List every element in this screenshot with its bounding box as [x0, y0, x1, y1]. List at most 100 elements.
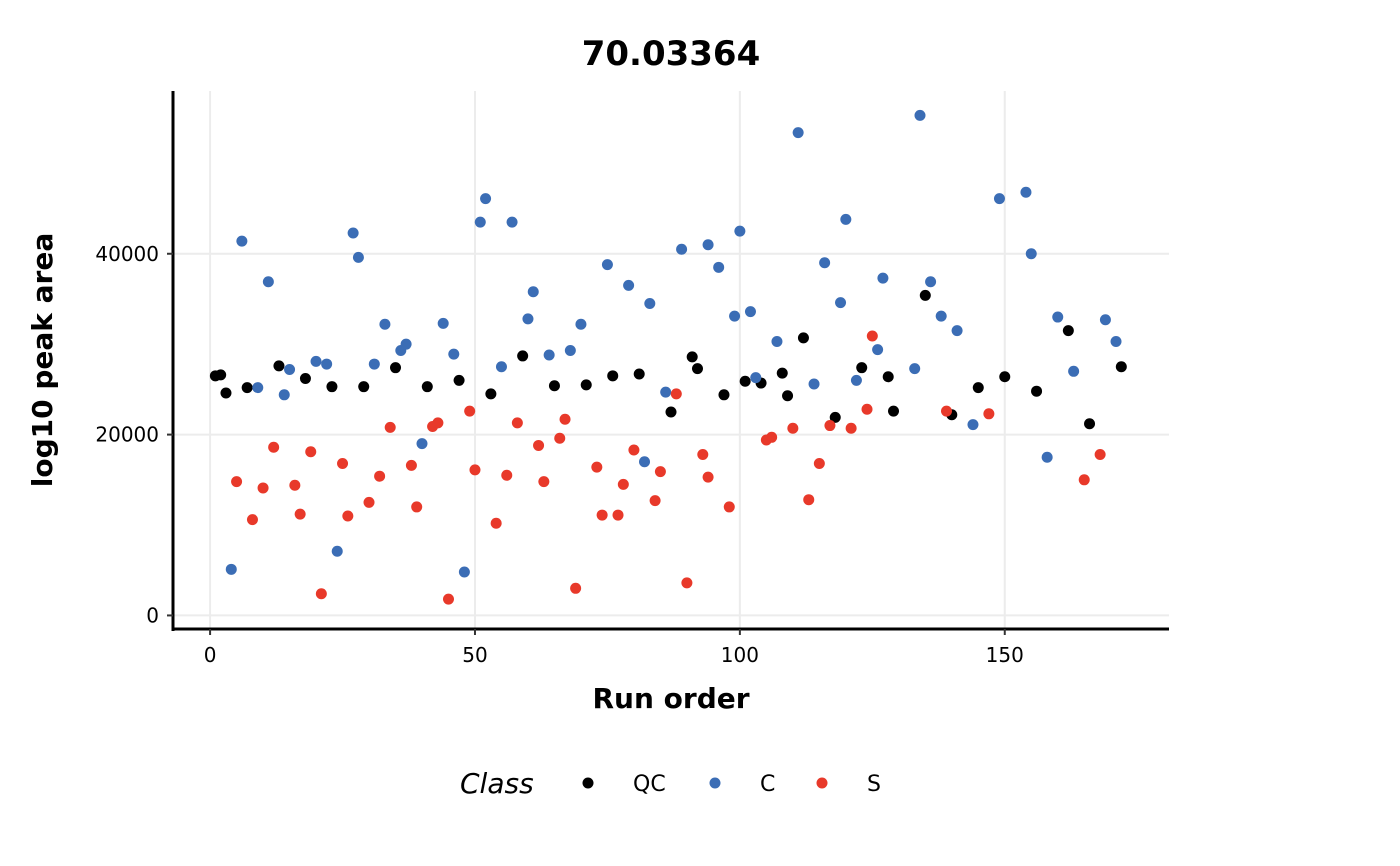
data-point-s: [845, 422, 857, 434]
legend-label-s: S: [867, 772, 881, 797]
data-point-s: [337, 458, 349, 470]
data-point-c: [236, 235, 248, 247]
data-point-qc: [273, 360, 285, 372]
data-point-c: [914, 109, 926, 121]
data-point-s: [824, 420, 836, 432]
data-point-s: [411, 501, 423, 513]
data-point-s: [469, 464, 481, 476]
data-point-c: [644, 297, 656, 309]
data-point-c: [458, 566, 470, 578]
data-point-s: [246, 514, 258, 526]
y-axis-title: log10 peak area: [26, 233, 59, 487]
data-point-qc: [999, 371, 1011, 383]
data-point-s: [268, 441, 280, 453]
data-point-qc: [390, 362, 402, 374]
data-point-c: [808, 378, 820, 390]
data-point-s: [501, 469, 513, 481]
data-point-c: [564, 345, 576, 357]
legend-key-s: [816, 777, 828, 789]
data-point-s: [374, 470, 386, 482]
data-point-c: [993, 193, 1005, 205]
data-point-s: [464, 405, 476, 417]
data-point-c: [437, 317, 449, 329]
data-point-qc: [220, 387, 232, 399]
x-tick-label: 100: [721, 643, 759, 667]
data-point-c: [951, 325, 963, 337]
data-point-c: [1110, 335, 1122, 347]
data-point-qc: [580, 379, 592, 391]
data-point-qc: [1062, 325, 1074, 337]
data-point-qc: [607, 370, 619, 382]
data-point-c: [850, 374, 862, 386]
data-point-c: [480, 193, 492, 205]
data-point-c: [840, 213, 852, 225]
data-point-s: [787, 422, 799, 434]
data-point-qc: [517, 350, 529, 362]
data-point-c: [321, 358, 333, 370]
data-point-c: [750, 372, 762, 384]
data-point-c: [368, 358, 380, 370]
data-point-c: [400, 338, 412, 350]
data-point-qc: [776, 367, 788, 379]
data-point-c: [262, 276, 274, 288]
data-point-c: [310, 355, 322, 367]
data-point-qc: [856, 362, 868, 374]
data-point-c: [819, 257, 831, 269]
data-point-c: [935, 310, 947, 322]
y-tick-label: 40000: [95, 242, 159, 266]
data-point-c: [448, 348, 460, 360]
data-point-s: [538, 476, 550, 488]
data-point-c: [543, 349, 555, 361]
data-point-s: [596, 509, 608, 521]
data-point-s: [570, 582, 582, 594]
data-point-c: [734, 225, 746, 237]
data-point-qc: [485, 388, 497, 400]
legend: Class QC C S: [460, 767, 881, 800]
data-point-c: [347, 227, 359, 239]
data-point-qc: [882, 371, 894, 383]
legend-label-qc: QC: [633, 772, 666, 797]
data-point-c: [1099, 314, 1111, 326]
data-point-s: [363, 496, 375, 508]
data-point-c: [1052, 311, 1064, 323]
data-point-c: [506, 216, 518, 228]
data-point-s: [861, 403, 873, 415]
data-point-s: [405, 459, 417, 471]
data-point-qc: [739, 375, 751, 387]
data-point-qc: [888, 405, 900, 417]
data-point-qc: [1084, 418, 1096, 430]
data-point-c: [925, 276, 937, 288]
data-point-s: [554, 432, 566, 444]
data-point-s: [384, 421, 396, 433]
data-point-c: [792, 127, 804, 139]
data-point-c: [416, 438, 428, 450]
data-point-c: [660, 386, 672, 398]
data-point-c: [702, 239, 714, 251]
data-point-c: [284, 363, 296, 375]
legend-key-c: [709, 777, 721, 789]
data-point-s: [257, 482, 269, 494]
data-point-c: [575, 318, 587, 330]
data-point-c: [352, 251, 364, 263]
data-point-c: [1025, 248, 1037, 260]
data-point-s: [591, 461, 603, 473]
data-point-qc: [326, 381, 338, 393]
data-point-s: [511, 417, 523, 429]
data-point-c: [729, 310, 741, 322]
chart-title: 70.03364: [582, 34, 761, 74]
data-point-qc: [215, 369, 227, 381]
data-point-s: [654, 466, 666, 478]
x-tick-label: 150: [986, 643, 1024, 667]
data-point-s: [1094, 448, 1106, 460]
y-tick-label: 0: [146, 603, 159, 627]
data-point-c: [278, 389, 290, 401]
data-point-s: [670, 388, 682, 400]
data-point-qc: [829, 411, 841, 423]
data-point-c: [379, 318, 391, 330]
x-axis-title: Run order: [592, 682, 749, 715]
data-point-s: [628, 444, 640, 456]
x-tick-label: 50: [462, 643, 487, 667]
data-point-c: [252, 382, 264, 394]
data-point-qc: [453, 374, 465, 386]
